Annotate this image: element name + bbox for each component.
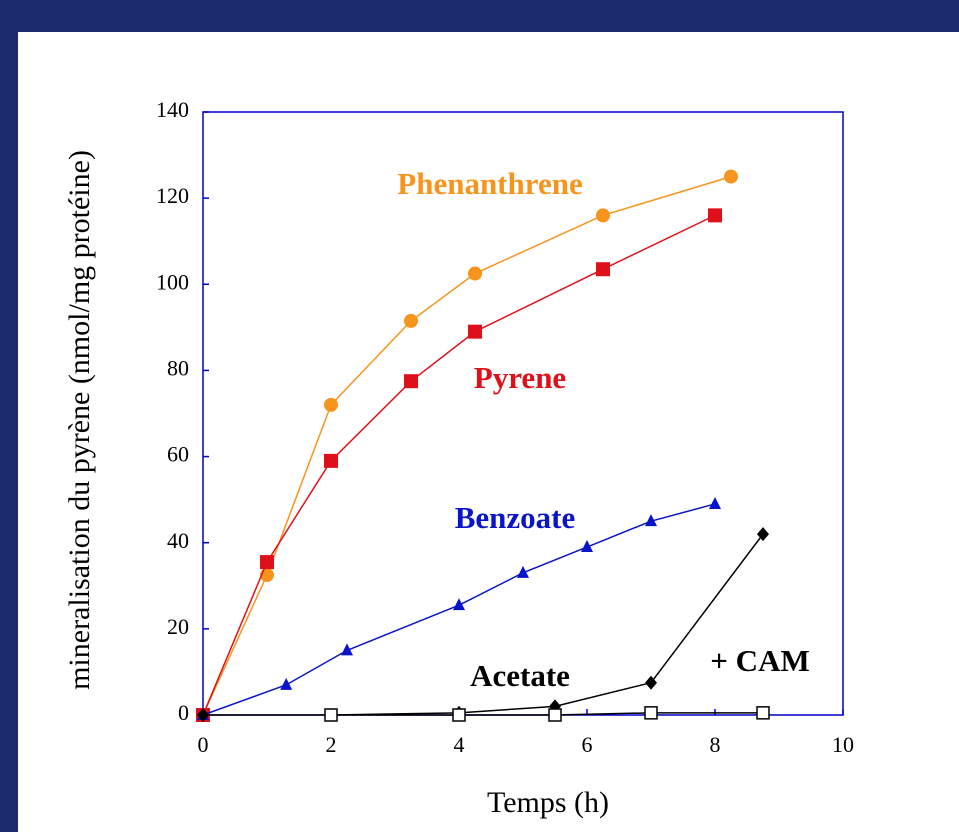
y-tick-label: 0 bbox=[178, 700, 189, 725]
x-tick-label: 0 bbox=[198, 732, 209, 757]
slide bbox=[18, 32, 959, 832]
marker bbox=[404, 374, 418, 389]
x-axis-title: Temps (h) bbox=[487, 786, 609, 819]
marker bbox=[260, 555, 274, 570]
series-line bbox=[202, 175, 732, 716]
marker bbox=[596, 208, 610, 223]
marker bbox=[596, 262, 610, 277]
x-tick-label: 10 bbox=[832, 732, 854, 757]
plot-frame bbox=[202, 111, 844, 716]
marker bbox=[453, 598, 465, 611]
marker bbox=[548, 708, 562, 722]
x-tick-label: 2 bbox=[326, 732, 337, 757]
marker bbox=[708, 208, 722, 223]
y-tick-label: 40 bbox=[167, 528, 189, 553]
marker bbox=[341, 643, 353, 656]
marker bbox=[517, 565, 529, 578]
marker bbox=[645, 514, 657, 527]
x-tick-label: 6 bbox=[582, 732, 593, 757]
marker bbox=[757, 527, 769, 542]
series-line bbox=[203, 533, 764, 716]
marker bbox=[724, 169, 738, 184]
marker bbox=[756, 706, 770, 720]
marker bbox=[581, 540, 593, 553]
marker bbox=[197, 708, 209, 722]
series-label: Acetate bbox=[470, 658, 570, 693]
marker bbox=[468, 266, 482, 281]
x-tick-label: 8 bbox=[710, 732, 721, 757]
series-label: Pyrene bbox=[474, 360, 566, 395]
x-tick-label: 4 bbox=[454, 732, 465, 757]
y-tick-label: 60 bbox=[167, 442, 189, 467]
y-axis-title: mineralisation du pyrène (nmol/mg protéi… bbox=[63, 150, 96, 690]
y-tick-label: 20 bbox=[167, 614, 189, 639]
y-tick-label: 100 bbox=[156, 269, 189, 294]
series-label: + CAM bbox=[710, 643, 809, 678]
marker bbox=[404, 313, 418, 328]
marker bbox=[644, 706, 658, 720]
marker bbox=[324, 397, 338, 412]
y-tick-label: 80 bbox=[167, 355, 189, 380]
marker bbox=[452, 708, 466, 722]
marker bbox=[645, 675, 657, 690]
series-label: Phenanthrene bbox=[397, 166, 582, 201]
series-line bbox=[202, 214, 716, 716]
marker bbox=[324, 453, 338, 468]
marker bbox=[468, 324, 482, 339]
marker bbox=[324, 708, 338, 722]
series-label: Benzoate bbox=[455, 500, 576, 535]
marker bbox=[709, 496, 721, 509]
marker bbox=[280, 677, 293, 690]
series-line bbox=[202, 503, 716, 716]
y-tick-label: 140 bbox=[156, 97, 189, 122]
y-tick-label: 120 bbox=[156, 183, 189, 208]
